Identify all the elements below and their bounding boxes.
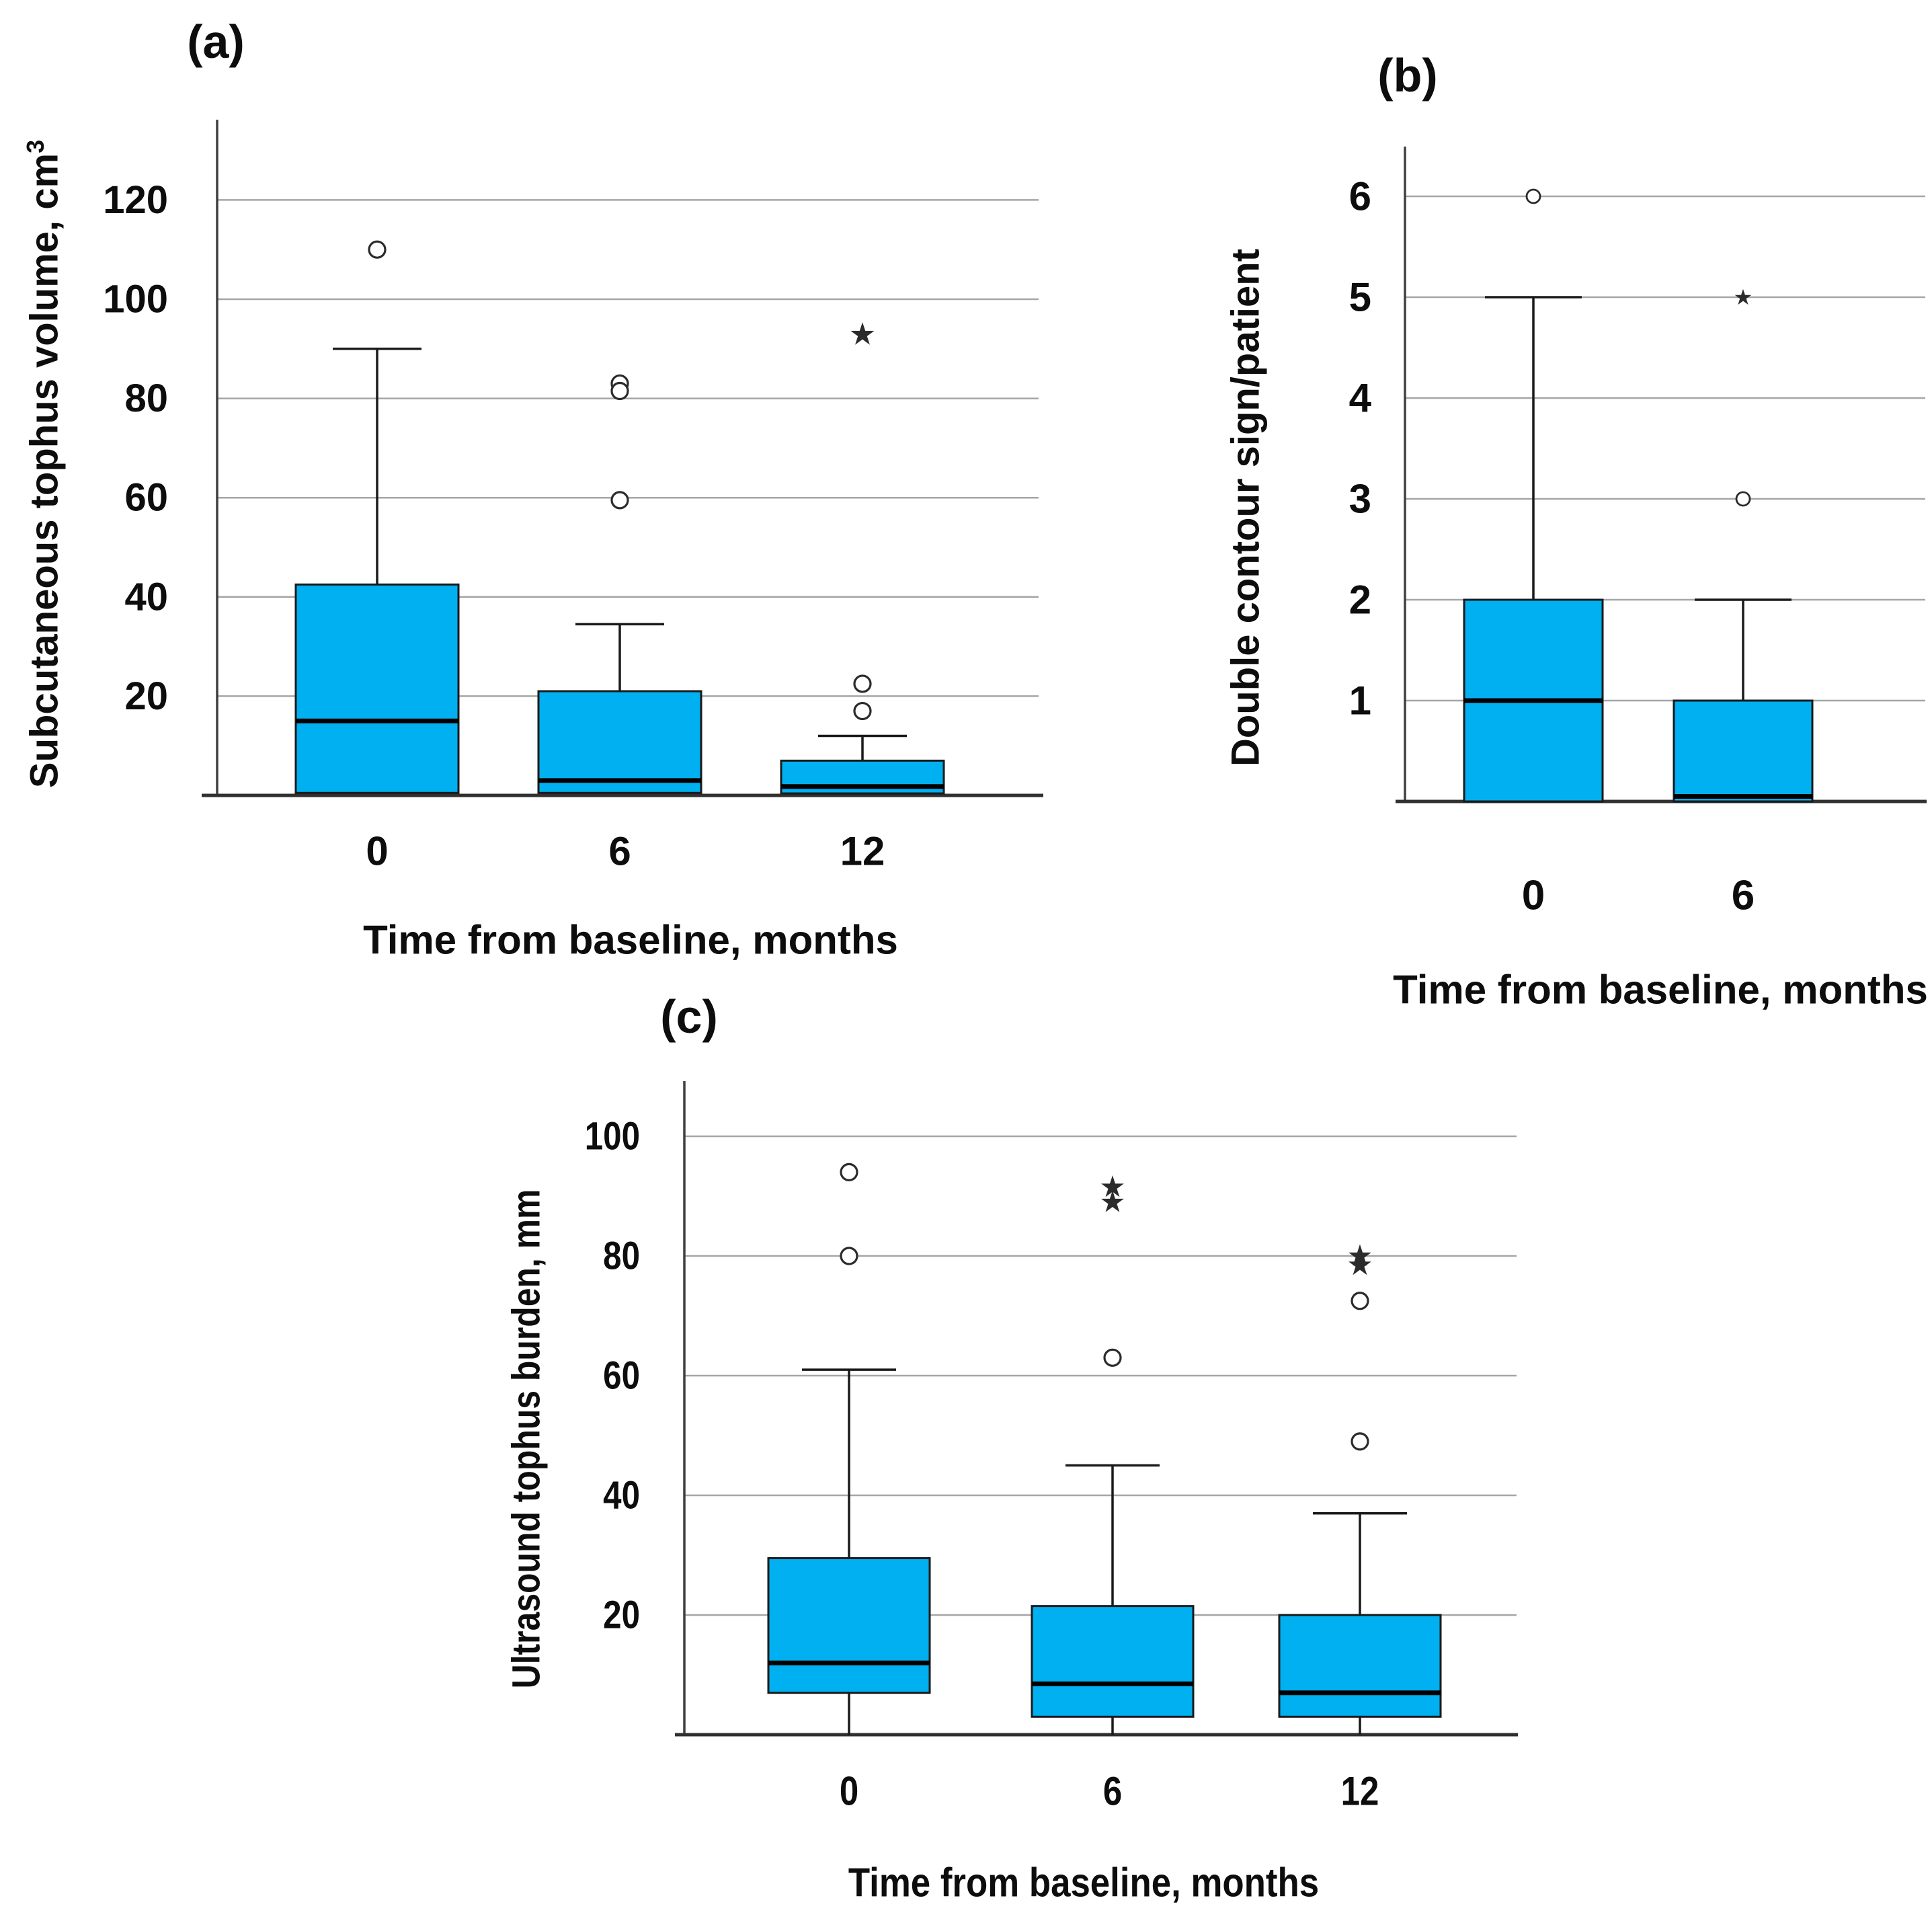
- panel-a-y-tick-label-20: 20: [124, 674, 168, 718]
- panel-c-outlier-circle-0-0: [840, 1163, 858, 1182]
- panel-c-y-axis-label: Ultrasound tophus burden, mm: [504, 1189, 549, 1689]
- panel-a-y-axis-label-text: Subcutaneous tophus volume, cm: [22, 153, 67, 789]
- panel-c-outlier-star-12-1: ★: [1346, 1248, 1373, 1282]
- panel-c-box-6: [1031, 1605, 1195, 1718]
- panel-b-outlier-circle-0-0: [1525, 188, 1541, 204]
- panel-c-x-tick-label-6: 6: [1103, 1769, 1122, 1814]
- panel-a-y-tick-label-80: 80: [124, 377, 168, 420]
- panel-a-box-0: [294, 583, 460, 794]
- panel-c-box-12: [1278, 1614, 1442, 1718]
- panel-b-y-tick-label-2: 2: [1349, 578, 1371, 623]
- panel-b-x-axis-label: Time from baseline, months: [1393, 967, 1928, 1013]
- panel-a-outlier-circle-0-0: [368, 240, 387, 259]
- panel-b-x-tick-label-6: 6: [1732, 873, 1755, 919]
- panel-a-x-tick-label-0: 0: [366, 829, 388, 874]
- panel-c-box-0: [767, 1557, 931, 1694]
- panel-c-outlier-circle-0-1: [840, 1247, 858, 1265]
- panel-b-outlier-star-6-0: ★: [1734, 284, 1753, 310]
- panel-c-x-tick-label-0: 0: [840, 1769, 858, 1814]
- panel-a-title: (a): [187, 15, 245, 68]
- panel-b-y-tick-label-3: 3: [1349, 477, 1371, 522]
- panel-b-y-axis-label: Double contour sign/patient: [1223, 248, 1268, 767]
- panel-a-x-axis-label: Time from baseline, months: [363, 917, 898, 963]
- panel-b-title: (b): [1377, 49, 1438, 102]
- panel-c-outlier-star-12-0: ★: [1346, 1239, 1373, 1273]
- panel-c-y-tick-label-20: 20: [603, 1593, 640, 1637]
- panel-c-x-axis-label: Time from baseline, months: [848, 1860, 1320, 1905]
- panel-b-y-tick-label-5: 5: [1349, 275, 1371, 320]
- panel-c-outlier-circle-6-2: [1103, 1348, 1122, 1367]
- panel-c-y-tick-label-100: 100: [585, 1115, 640, 1158]
- panel-c-title: (c): [660, 990, 718, 1043]
- panel-c-y-tick-label-40: 40: [603, 1474, 640, 1518]
- panel-a-x-tick-label-6: 6: [608, 829, 631, 874]
- panel-a-y-axis-label: Subcutaneous tophus volume, cm3: [22, 140, 67, 788]
- panel-a-y-tick-label-60: 60: [124, 476, 168, 520]
- panel-a-y-tick-label-100: 100: [103, 278, 168, 321]
- panel-a-y-axis-label-superscript: 3: [22, 139, 50, 153]
- panel-a-outlier-circle-12-1: [853, 674, 872, 693]
- panel-c-outlier-circle-12-3: [1351, 1432, 1369, 1451]
- panel-a-outlier-circle-12-2: [853, 701, 872, 721]
- panel-a-outlier-star-12-0: ★: [848, 316, 876, 352]
- panel-b-y-tick-label-4: 4: [1349, 376, 1372, 421]
- panel-b-y-tick-label-1: 1: [1349, 678, 1371, 723]
- panel-a-y-tick-label-40: 40: [124, 575, 168, 619]
- panel-b-outlier-circle-6-1: [1735, 491, 1751, 507]
- panel-a-outlier-circle-6-1: [610, 381, 629, 401]
- panel-c-outlier-circle-12-2: [1351, 1292, 1369, 1310]
- panel-c-y-tick-label-60: 60: [603, 1354, 640, 1398]
- panel-c-x-tick-label-12: 12: [1341, 1769, 1379, 1814]
- panel-a-y-tick-label-120: 120: [103, 178, 168, 222]
- panel-c-outlier-star-6-1: ★: [1099, 1185, 1125, 1219]
- panel-c-y-tick-label-80: 80: [603, 1234, 640, 1278]
- panel-b-box-6: [1673, 699, 1814, 803]
- panel-b-y-tick-label-6: 6: [1349, 174, 1371, 219]
- panel-a-x-tick-label-12: 12: [840, 829, 885, 874]
- panel-a-box-6: [537, 690, 702, 794]
- panel-c-outlier-star-6-0: ★: [1099, 1170, 1125, 1204]
- panel-a-outlier-circle-6-2: [610, 491, 629, 510]
- panel-b-x-tick-label-0: 0: [1522, 873, 1545, 919]
